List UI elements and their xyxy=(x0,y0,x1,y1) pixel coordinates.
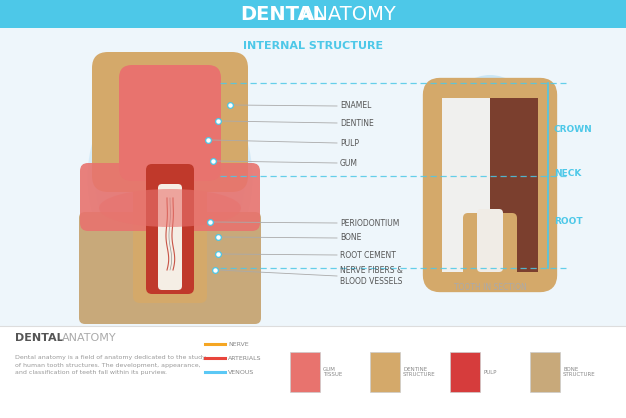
Text: NERVE FIBERS &
BLOOD VESSELS: NERVE FIBERS & BLOOD VESSELS xyxy=(340,266,403,285)
Text: NECK: NECK xyxy=(554,170,582,178)
Text: PULP: PULP xyxy=(483,370,496,375)
FancyBboxPatch shape xyxy=(0,0,626,28)
Text: ENAMEL: ENAMEL xyxy=(340,102,371,110)
Text: ANATOMY: ANATOMY xyxy=(301,5,397,23)
FancyBboxPatch shape xyxy=(79,212,261,324)
FancyBboxPatch shape xyxy=(450,352,480,392)
FancyBboxPatch shape xyxy=(427,82,553,288)
Text: TOOTH IN SECTION: TOOTH IN SECTION xyxy=(454,283,526,293)
Ellipse shape xyxy=(99,189,241,227)
FancyBboxPatch shape xyxy=(290,352,320,392)
FancyBboxPatch shape xyxy=(530,352,560,392)
FancyBboxPatch shape xyxy=(119,65,221,181)
FancyBboxPatch shape xyxy=(490,98,538,272)
Text: ANATOMY: ANATOMY xyxy=(62,333,116,343)
Text: GUM: GUM xyxy=(340,158,358,168)
Text: CROWN: CROWN xyxy=(554,125,593,134)
Text: ROOT: ROOT xyxy=(554,217,583,227)
FancyBboxPatch shape xyxy=(146,164,194,294)
Text: INTERNAL STRUCTURE: INTERNAL STRUCTURE xyxy=(243,41,383,51)
Ellipse shape xyxy=(428,75,553,275)
Text: BONE
STRUCTURE: BONE STRUCTURE xyxy=(563,367,595,377)
FancyBboxPatch shape xyxy=(463,213,517,278)
Text: DENTINE
STRUCTURE: DENTINE STRUCTURE xyxy=(403,367,436,377)
FancyBboxPatch shape xyxy=(92,52,248,192)
FancyBboxPatch shape xyxy=(133,149,207,303)
Text: PERIODONTIUM: PERIODONTIUM xyxy=(340,219,399,227)
FancyBboxPatch shape xyxy=(477,209,503,272)
Text: ROOT CEMENT: ROOT CEMENT xyxy=(340,250,396,260)
Text: VENOUS: VENOUS xyxy=(228,370,254,375)
FancyBboxPatch shape xyxy=(80,163,260,231)
Text: ARTERIALS: ARTERIALS xyxy=(228,355,262,360)
Text: BONE: BONE xyxy=(340,234,361,242)
Ellipse shape xyxy=(88,73,252,283)
Text: NERVE: NERVE xyxy=(228,342,249,347)
FancyBboxPatch shape xyxy=(0,28,626,418)
Text: DENTINE: DENTINE xyxy=(340,118,374,127)
Ellipse shape xyxy=(434,82,546,268)
FancyBboxPatch shape xyxy=(158,184,182,290)
Ellipse shape xyxy=(95,81,245,275)
FancyBboxPatch shape xyxy=(370,352,400,392)
FancyBboxPatch shape xyxy=(0,326,626,418)
Text: GUM
TISSUE: GUM TISSUE xyxy=(323,367,342,377)
FancyBboxPatch shape xyxy=(442,98,490,272)
Text: DENTAL: DENTAL xyxy=(240,5,326,23)
Text: PULP: PULP xyxy=(340,138,359,148)
Text: DENTAL: DENTAL xyxy=(15,333,64,343)
Text: Dental anatomy is a field of anatomy dedicated to the study
of human tooth struc: Dental anatomy is a field of anatomy ded… xyxy=(15,355,206,375)
